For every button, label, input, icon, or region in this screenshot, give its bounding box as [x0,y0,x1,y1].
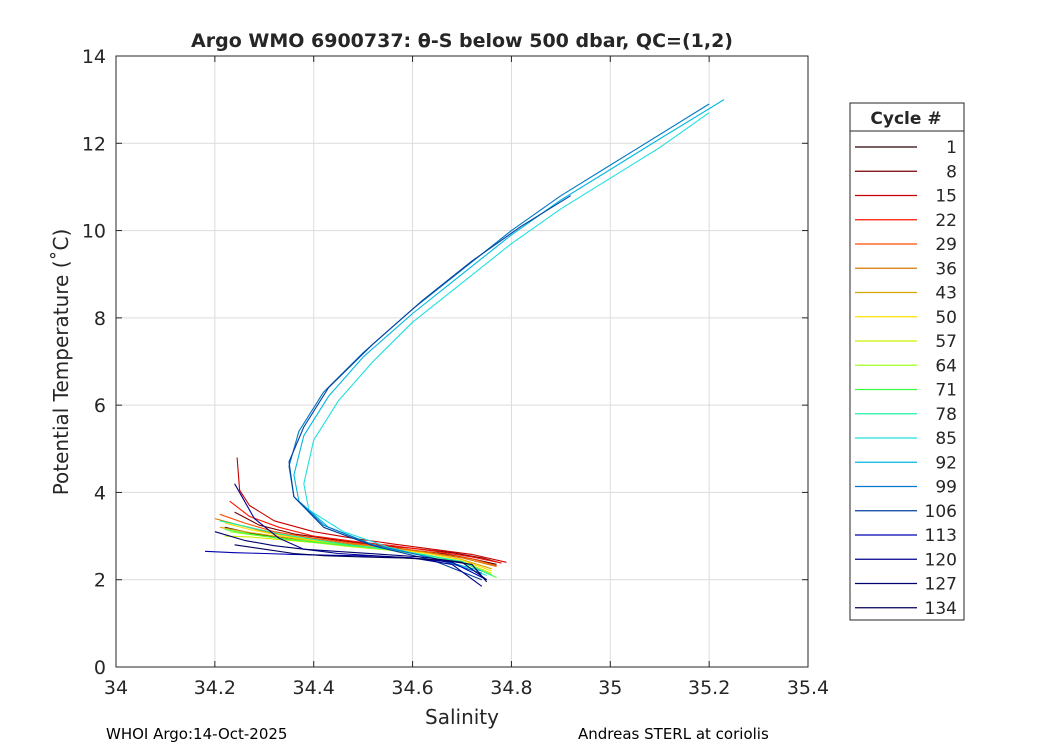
legend-entry-label: 113 [925,526,957,546]
series-line-cycle-113 [204,550,487,581]
series-line-cycle-134 [234,544,488,583]
legend-entry-label: 36 [935,259,957,279]
x-tick-label: 34.8 [490,677,532,699]
legend-entry-label: 85 [935,429,957,449]
legend-entry-label: 71 [935,381,957,401]
y-tick-label: 10 [82,221,106,243]
y-tick-label: 2 [94,570,106,592]
series-line-cycle-15 [236,457,507,563]
x-tick-label: 35.2 [688,677,730,699]
series-line-cycle-120 [234,483,483,587]
legend-entry-label: 57 [935,332,957,352]
series-line-cycle-22 [229,500,502,564]
series-line-cycle-85 [303,112,710,576]
legend-entry-label: 50 [935,308,957,328]
x-tick-label: 34 [104,677,128,699]
legend-entry-label: 120 [925,550,957,570]
x-axis-label: Salinity [425,705,499,729]
footer-left: WHOI Argo:14-Oct-2025 [106,725,288,743]
y-tick-label: 14 [82,46,106,68]
legend-box [849,102,965,621]
y-tick-label: 0 [94,657,106,679]
series-layer [204,99,725,587]
series-line-cycle-78 [219,520,492,576]
legend-entry-label: 99 [935,478,957,498]
legend-entry-label: 64 [935,356,957,376]
plot-area [116,56,808,667]
plot-frame [115,55,809,668]
x-tick-label: 35 [598,677,622,699]
legend-entry-label: 29 [935,235,957,255]
legend-title: Cycle # [870,109,941,129]
chart-title: Argo WMO 6900737: θ-S below 500 dbar, QC… [191,30,733,52]
legend-entry-label: 8 [946,162,957,182]
legend-entry-label: 78 [935,405,957,425]
y-tick-label: 6 [94,395,106,417]
y-tick-label: 4 [94,482,106,504]
y-tick-label: 8 [94,308,106,330]
legend-entry-label: 22 [935,211,957,231]
x-tick-label: 34.6 [391,677,433,699]
legend-entry-label: 1 [946,138,957,158]
legend-entry-label: 15 [935,187,957,207]
series-line-cycle-71 [224,528,497,579]
legend: Cycle # 1 8 15 22 29 36 43 50 57 64 71 78 85 92 99 106 1… [849,102,965,621]
series-line-cycle-106 [288,195,571,581]
y-tick-label: 12 [82,133,106,155]
y-axis-label: Potential Temperature (˚C) [49,229,73,496]
x-tick-label: 34.2 [194,677,236,699]
x-tick-label: 35.4 [787,677,829,699]
grid [115,55,809,668]
legend-entry-label: 127 [925,575,957,595]
legend-entry-label: 92 [935,453,957,473]
legend-entry-label: 43 [935,284,957,304]
legend-entry-label: 134 [925,599,957,619]
axis-ticks: 34 34.2 34.4 34.6 34.8 35 35.2 35.4 0 2 4 6 8 10 12 14 [82,46,829,699]
footer-right: Andreas STERL at coriolis [578,725,769,743]
x-tick-label: 34.4 [293,677,335,699]
legend-entry-label: 106 [925,502,957,522]
series-line-cycle-29 [219,513,497,567]
